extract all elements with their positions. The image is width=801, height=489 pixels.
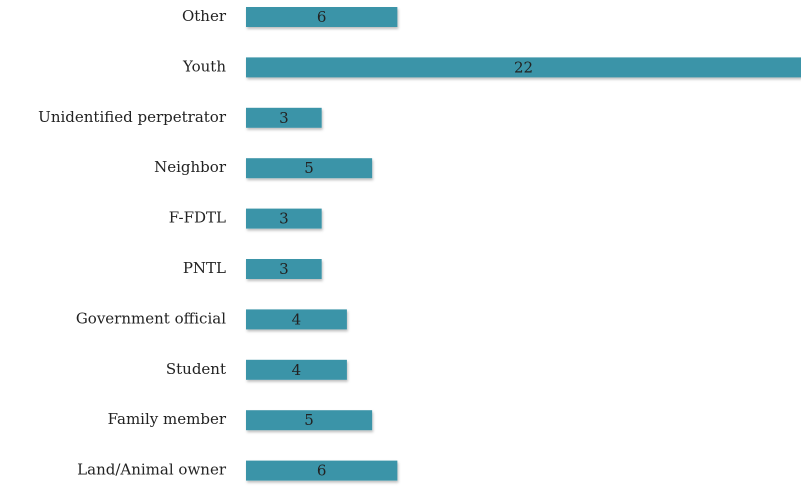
bar [246,7,398,27]
value-label: 3 [279,260,289,278]
category-label: F-FDTL [169,209,226,227]
value-label: 4 [292,361,302,379]
bar [246,158,373,179]
value-label: 6 [317,462,327,480]
bar [246,57,801,78]
bar [246,359,347,380]
category-label: Youth [182,57,226,75]
category-label: Other [182,7,227,25]
category-label: Land/Animal owner [77,461,227,479]
bar [246,460,398,481]
category-label: Neighbor [154,158,227,176]
bar [246,208,322,229]
value-label: 6 [317,8,327,26]
value-label: 5 [304,159,314,177]
category-label: Family member [108,410,227,428]
category-label: Student [166,360,226,378]
category-label: Government official [76,309,226,327]
category-label: PNTL [183,259,226,277]
bar [246,410,373,431]
value-label: 3 [279,109,289,127]
category-label: Unidentified perpetrator [38,108,227,126]
value-label: 3 [279,210,289,228]
bar [246,107,322,128]
value-label: 22 [514,58,533,76]
bar [246,259,322,279]
value-label: 5 [304,411,314,429]
bar [246,309,347,330]
value-label: 4 [292,310,302,328]
